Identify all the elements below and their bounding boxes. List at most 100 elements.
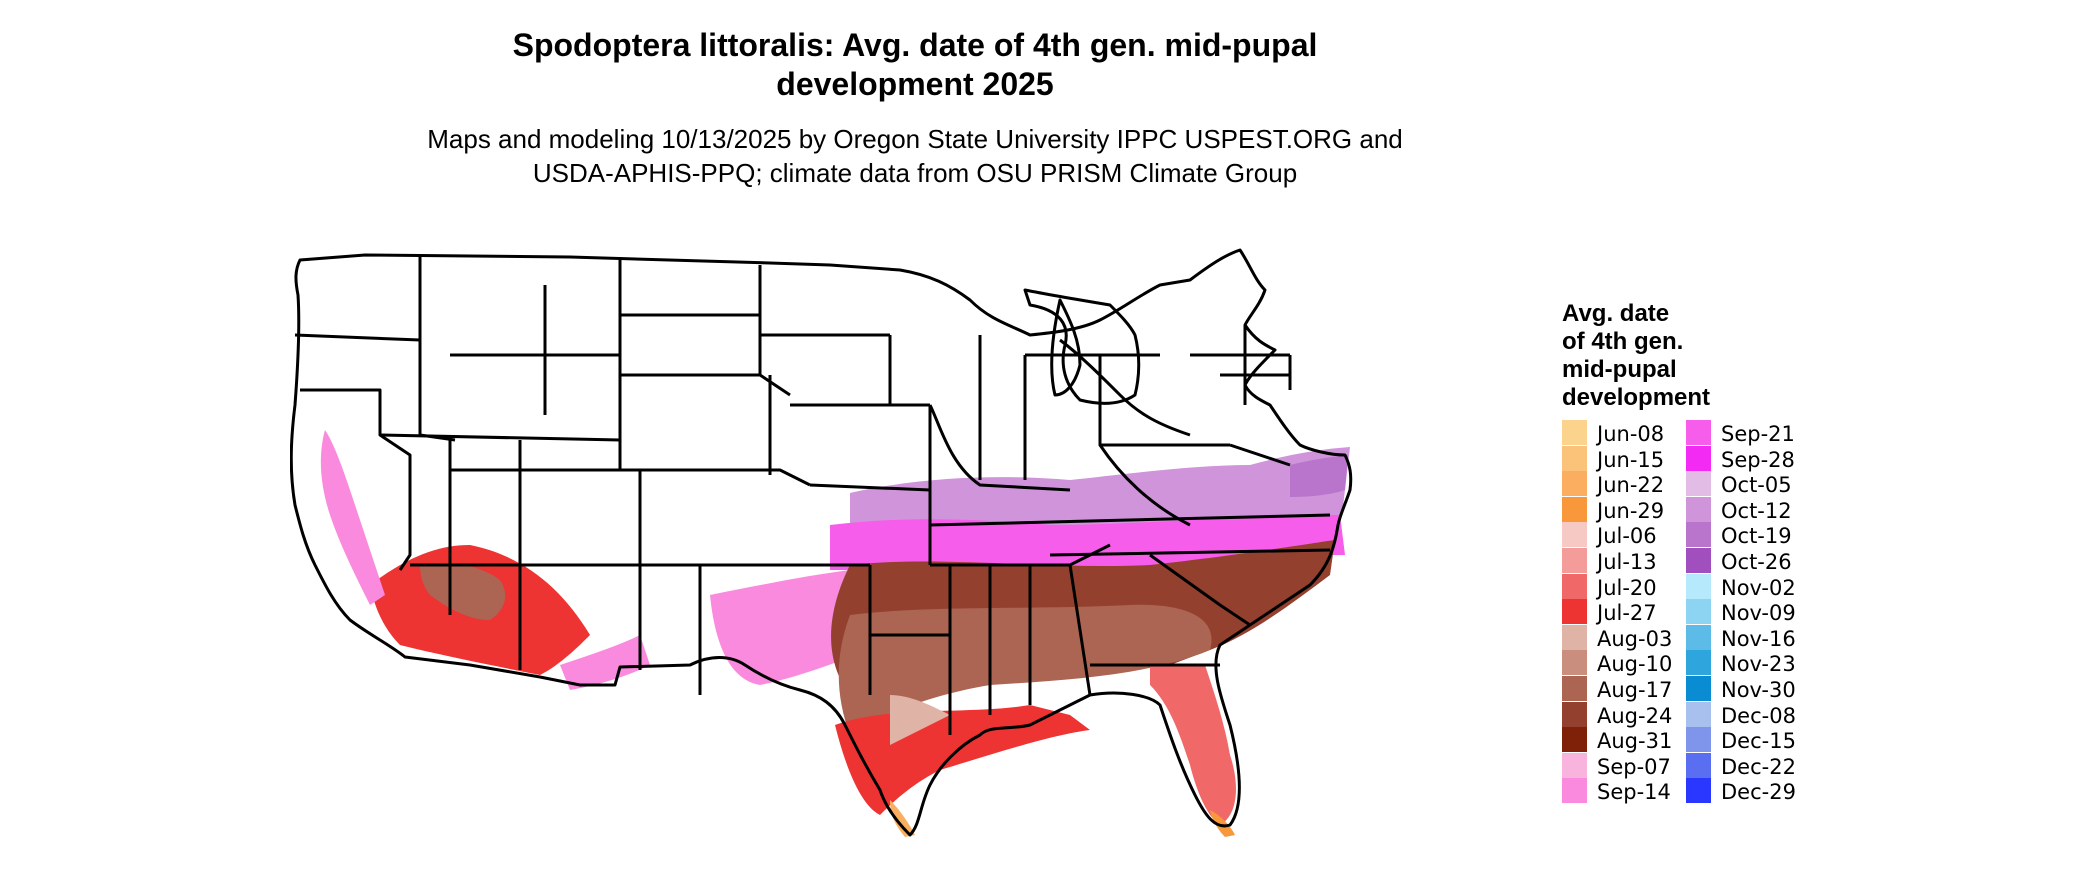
- legend-label: Jun-29: [1597, 498, 1665, 523]
- legend-item: Aug-10: [1562, 650, 1732, 677]
- state-line: [638, 470, 700, 567]
- state-line: [620, 468, 811, 487]
- legend-title-line: mid-pupal: [1562, 356, 1677, 383]
- state-line: [1149, 553, 1251, 627]
- legend-swatch: [1562, 752, 1587, 778]
- legend-label: Jun-08: [1597, 422, 1665, 446]
- legend-item: Jun-08: [1562, 420, 1732, 446]
- zone-nm-pink: [560, 635, 650, 690]
- legend-item: Jul-13: [1562, 548, 1732, 574]
- state-line: [620, 373, 791, 397]
- legend-label: Nov-23: [1721, 652, 1796, 677]
- state-line: [379, 433, 621, 442]
- legend-swatch: [1562, 727, 1587, 753]
- legend-swatch: [1686, 701, 1711, 727]
- legend-item: Nov-16: [1686, 624, 1856, 651]
- legend-label: Jun-15: [1597, 447, 1665, 472]
- legend-swatch: [1686, 727, 1711, 753]
- legend-label: Oct-26: [1721, 550, 1792, 574]
- legend-item: Sep-21: [1686, 420, 1856, 446]
- us-map: [290, 248, 1353, 837]
- legend-swatch: [1562, 778, 1587, 804]
- legend-swatch: [1686, 650, 1711, 676]
- legend-item: Sep-07: [1562, 752, 1732, 779]
- legend-label: Jul-13: [1597, 550, 1657, 574]
- legend-item: Oct-05: [1686, 471, 1856, 497]
- legend-label: Sep-07: [1597, 754, 1671, 779]
- state-line: [418, 255, 456, 442]
- legend-item: Jun-22: [1562, 471, 1732, 497]
- legend-item: Sep-14: [1562, 778, 1732, 805]
- legend-item: Aug-31: [1562, 727, 1732, 754]
- legend-swatch: [1562, 420, 1587, 445]
- legend-item: Jun-29: [1562, 496, 1732, 523]
- legend-swatch: [1686, 778, 1711, 804]
- legend-swatch: [1686, 676, 1711, 701]
- legend-label: Dec-29: [1721, 780, 1796, 805]
- legend-swatch: [1686, 599, 1711, 625]
- legend-swatch: [1686, 522, 1711, 548]
- legend-swatch: [1562, 471, 1587, 497]
- legend-swatch: [1562, 624, 1587, 650]
- legend-label: Dec-15: [1721, 729, 1796, 754]
- legend-item: Dec-15: [1686, 727, 1856, 754]
- zone-jul: [835, 705, 1090, 815]
- legend-item: Aug-17: [1562, 676, 1732, 702]
- legend-item: Aug-03: [1562, 624, 1732, 651]
- state-line: [928, 404, 1071, 492]
- legend-label: Dec-08: [1721, 703, 1796, 728]
- legend-swatch: [1686, 445, 1711, 471]
- legend-item: Dec-29: [1686, 778, 1856, 805]
- legend-label: Sep-14: [1597, 780, 1671, 805]
- legend-label: Nov-02: [1721, 575, 1796, 600]
- legend-swatch: [1686, 624, 1711, 650]
- legend-label: Aug-17: [1597, 678, 1673, 702]
- map-title-line-1: Spodoptera littoralis: Avg. date of 4th …: [512, 27, 1318, 63]
- legend-label: Nov-30: [1721, 678, 1796, 702]
- legend-label: Aug-10: [1597, 652, 1673, 677]
- legend-swatch: [1562, 676, 1587, 701]
- lake-michigan: [1050, 298, 1082, 397]
- legend-title-line: of 4th gen.: [1562, 328, 1684, 355]
- legend-label: Sep-28: [1721, 447, 1795, 472]
- legend-item: Dec-08: [1686, 701, 1856, 728]
- state-line: [1098, 444, 1191, 527]
- zone-aug-light: [890, 695, 950, 745]
- legend-swatch: [1562, 522, 1587, 548]
- zone-aug-mid: [838, 604, 1212, 735]
- legend-label: Aug-31: [1597, 729, 1673, 754]
- legend-swatch: [1686, 420, 1711, 445]
- legend-label: Oct-19: [1721, 524, 1792, 549]
- legend-label: Jul-06: [1597, 524, 1657, 549]
- legend-label: Sep-21: [1721, 422, 1795, 446]
- legend-label: Dec-22: [1721, 754, 1796, 779]
- zone-florida-orange: [1210, 810, 1235, 837]
- state-line: [300, 388, 412, 571]
- legend-title-line: development: [1562, 384, 1711, 411]
- legend-item: Oct-26: [1686, 548, 1856, 574]
- legend-item: Oct-19: [1686, 522, 1856, 549]
- map-subtitle: Maps and modeling 10/13/2025 by Oregon S…: [0, 122, 1830, 190]
- zone-southwest-brown: [420, 563, 506, 620]
- legend-item: Nov-23: [1686, 650, 1856, 677]
- phenology-zones: [320, 430, 1350, 837]
- map-subtitle-line-2: USDA-APHIS-PPQ; climate data from OSU PR…: [532, 158, 1298, 188]
- state-boundaries: [290, 248, 1353, 837]
- legend-swatch: [1686, 471, 1711, 497]
- legend-title: Avg. date of 4th gen. mid-pupal developm…: [1562, 300, 1710, 412]
- state-line: [294, 333, 421, 342]
- legend-label: Aug-03: [1597, 626, 1673, 651]
- state-line: [1068, 564, 1092, 696]
- legend-label: Nov-09: [1721, 601, 1796, 626]
- legend-item: Nov-02: [1686, 573, 1856, 600]
- legend-label: Nov-16: [1721, 626, 1796, 651]
- legend-item: Jul-06: [1562, 522, 1732, 549]
- legend-label: Jul-27: [1597, 601, 1657, 626]
- legend-item: Jul-20: [1562, 573, 1732, 600]
- legend-swatch: [1562, 445, 1587, 471]
- map-subtitle-line-1: Maps and modeling 10/13/2025 by Oregon S…: [427, 124, 1403, 154]
- legend-swatch: [1562, 599, 1587, 625]
- zone-east-purple: [1290, 455, 1348, 497]
- zone-california-pink: [320, 430, 385, 605]
- legend-item: Jul-27: [1562, 599, 1732, 626]
